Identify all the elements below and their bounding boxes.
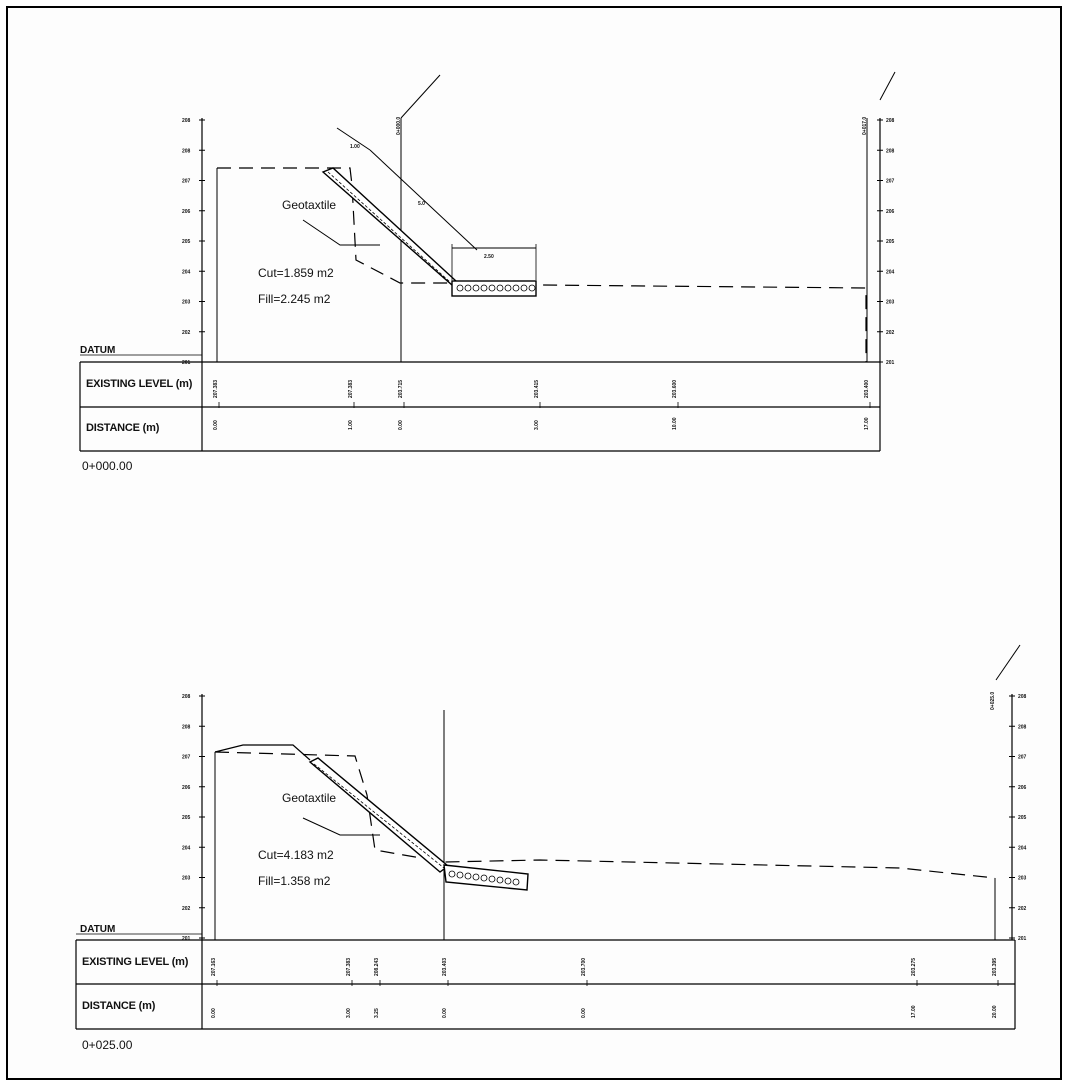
existing-level-value: 203.600	[672, 380, 678, 398]
axis-tick-label: 203	[182, 876, 191, 882]
axis-tick-label: 205	[182, 815, 191, 821]
axis-tick-label: 204	[182, 845, 191, 851]
distance-value: 17.00	[864, 417, 870, 430]
axis-tick-label: 203	[886, 300, 895, 306]
axis-tick-label: 206	[182, 209, 191, 215]
axis-tick-label: 205	[1018, 815, 1027, 821]
cut-area: Cut=1.859 m2	[258, 266, 334, 280]
existing-level-value: 207.383	[346, 958, 352, 976]
cross-section-1: 208 208 207 206 205 204 203 202 201 0+000.0 0+017.…	[0, 0, 1071, 490]
distance-value: 0.00	[213, 420, 219, 430]
axis-tick-label: 204	[182, 269, 191, 275]
axis-tick-label: 203	[1018, 876, 1027, 882]
existing-level-value: 203.700	[581, 958, 587, 976]
cut-area: Cut=4.183 m2	[258, 848, 334, 862]
dimension-label: 5.0	[418, 201, 425, 207]
axis-tick-label: 204	[1018, 845, 1027, 851]
distance-value: 17.00	[911, 1005, 917, 1018]
axis-tick-label: 201	[182, 936, 191, 942]
chainage-label: 0+000.00	[82, 459, 133, 473]
drawing-sheet	[6, 6, 1062, 1080]
distance-value: 0.00	[581, 1008, 587, 1018]
axis-tick-label: 202	[182, 906, 191, 912]
existing-level-value: 207.383	[213, 380, 219, 398]
distance-label: DISTANCE (m)	[82, 1000, 156, 1012]
existing-level-value: 203.403	[442, 958, 448, 976]
distance-value: 1.00	[348, 420, 354, 430]
axis-tick-label: 208	[182, 694, 191, 700]
dimension-label: 2.50	[484, 254, 494, 260]
axis-tick-label: 208	[182, 118, 191, 124]
existing-level-label: EXISTING LEVEL (m)	[82, 956, 189, 968]
axis-tick-label: 202	[182, 330, 191, 336]
chainage-label: 0+025.00	[82, 1038, 133, 1052]
axis-tick-label: 205	[182, 239, 191, 245]
distance-value: 0.00	[442, 1008, 448, 1018]
existing-level-value: 203.415	[534, 380, 540, 398]
axis-tick-label: 205	[886, 239, 895, 245]
axis-tick-label: 207	[886, 179, 895, 185]
distance-value: 10.00	[672, 417, 678, 430]
existing-level-value: 208.243	[374, 958, 380, 976]
axis-tick-label: 201	[182, 360, 191, 366]
axis-tick-label: 204	[886, 269, 895, 275]
station-mark: 0+000.0	[396, 117, 402, 135]
axis-tick-label: 201	[1018, 936, 1027, 942]
distance-value: 0.00	[398, 420, 404, 430]
axis-tick-label: 208	[886, 118, 895, 124]
axis-tick-label: 207	[1018, 755, 1027, 761]
existing-level-value: 203.395	[992, 958, 998, 976]
geotextile-label: Geotaxtile	[282, 791, 337, 805]
distance-value: 3.00	[346, 1008, 352, 1018]
distance-value: 20.00	[992, 1005, 998, 1018]
dimension-label: 1.00	[350, 144, 360, 150]
axis-tick-label: 202	[886, 330, 895, 336]
axis-tick-label: 201	[886, 360, 895, 366]
distance-value: 0.00	[211, 1008, 217, 1018]
existing-level-value: 203.400	[864, 380, 870, 398]
existing-level-value: 207.383	[348, 380, 354, 398]
axis-tick-label: 208	[886, 148, 895, 154]
existing-level-value: 207.163	[211, 958, 217, 976]
section-1-drawing: 208 208 207 206 205 204 203 202 201 0+000.0 0+017.…	[79, 71, 896, 452]
axis-tick-label: 207	[182, 179, 191, 185]
axis-tick-label: 207	[182, 755, 191, 761]
axis-tick-label: 208	[1018, 724, 1027, 730]
axis-tick-label: 206	[886, 209, 895, 215]
axis-tick-label: 208	[182, 724, 191, 730]
axis-tick-label: 208	[1018, 694, 1027, 700]
distance-label: DISTANCE (m)	[86, 422, 160, 434]
distance-value: 3.00	[534, 420, 540, 430]
axis-tick-label: 208	[182, 148, 191, 154]
axis-tick-label: 202	[1018, 906, 1027, 912]
existing-level-label: EXISTING LEVEL (m)	[86, 378, 193, 390]
station-mark: 0+017.0	[862, 117, 868, 135]
existing-level-value: 203.715	[398, 380, 404, 398]
existing-level-value: 203.275	[911, 958, 917, 976]
axis-tick-label: 203	[182, 300, 191, 306]
datum-label: DATUM	[80, 924, 116, 935]
distance-value: 3.25	[374, 1008, 380, 1018]
station-mark: 0+025.0	[990, 692, 996, 710]
geotextile-label: Geotaxtile	[282, 198, 337, 212]
axis-tick-label: 206	[182, 785, 191, 791]
fill-area: Fill=2.245 m2	[258, 292, 331, 306]
fill-area: Fill=1.358 m2	[258, 874, 331, 888]
datum-label: DATUM	[80, 345, 116, 356]
axis-tick-label: 206	[1018, 785, 1027, 791]
